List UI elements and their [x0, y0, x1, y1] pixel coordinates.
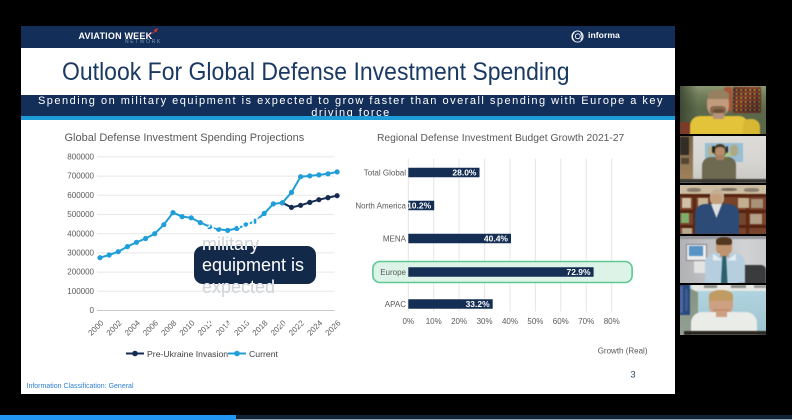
svg-text:10%: 10% — [426, 317, 442, 326]
svg-text:Total Global: Total Global — [364, 168, 406, 177]
svg-text:700000: 700000 — [67, 171, 94, 180]
svg-text:100000: 100000 — [67, 286, 94, 295]
svg-text:800000: 800000 — [67, 152, 94, 161]
svg-text:0%: 0% — [403, 317, 415, 326]
svg-text:2000: 2000 — [86, 318, 105, 337]
svg-text:Global Defense Investment Spen: Global Defense Investment Spending Proje… — [65, 132, 305, 144]
svg-text:Regional Defense Investment Bu: Regional Defense Investment Budget Growt… — [377, 133, 625, 144]
svg-text:600000: 600000 — [67, 190, 94, 199]
svg-text:40%: 40% — [502, 317, 518, 326]
svg-text:0: 0 — [90, 306, 95, 315]
svg-text:50%: 50% — [527, 317, 543, 326]
svg-text:2006: 2006 — [141, 318, 160, 337]
svg-text:80%: 80% — [604, 317, 620, 326]
svg-text:40.4%: 40.4% — [484, 233, 509, 243]
svg-text:33.2%: 33.2% — [466, 299, 491, 309]
svg-text:Europe: Europe — [380, 267, 406, 276]
svg-text:2008: 2008 — [159, 318, 178, 337]
svg-text:10.2%: 10.2% — [407, 200, 432, 210]
svg-text:28.0%: 28.0% — [452, 167, 477, 177]
svg-text:2010: 2010 — [178, 318, 197, 337]
svg-text:MENA: MENA — [383, 234, 407, 243]
svg-text:APAC: APAC — [385, 299, 406, 308]
svg-text:3: 3 — [630, 369, 635, 380]
svg-text:72.9%: 72.9% — [566, 267, 591, 277]
svg-text:300000: 300000 — [67, 248, 94, 257]
svg-text:2026: 2026 — [324, 318, 343, 337]
svg-text:60%: 60% — [553, 317, 569, 326]
svg-text:20%: 20% — [451, 317, 467, 326]
svg-text:200000: 200000 — [67, 267, 94, 276]
svg-text:500000: 500000 — [67, 210, 94, 219]
svg-text:30%: 30% — [477, 317, 493, 326]
svg-text:Pre-Ukraine Invasion: Pre-Ukraine Invasion — [147, 348, 228, 358]
svg-text:2002: 2002 — [105, 318, 124, 337]
svg-text:Growth (Real): Growth (Real) — [598, 346, 648, 355]
svg-text:400000: 400000 — [67, 229, 94, 238]
svg-text:2004: 2004 — [123, 318, 142, 337]
svg-text:70%: 70% — [578, 317, 594, 326]
svg-text:North America: North America — [355, 201, 406, 210]
svg-text:Current: Current — [249, 348, 279, 358]
